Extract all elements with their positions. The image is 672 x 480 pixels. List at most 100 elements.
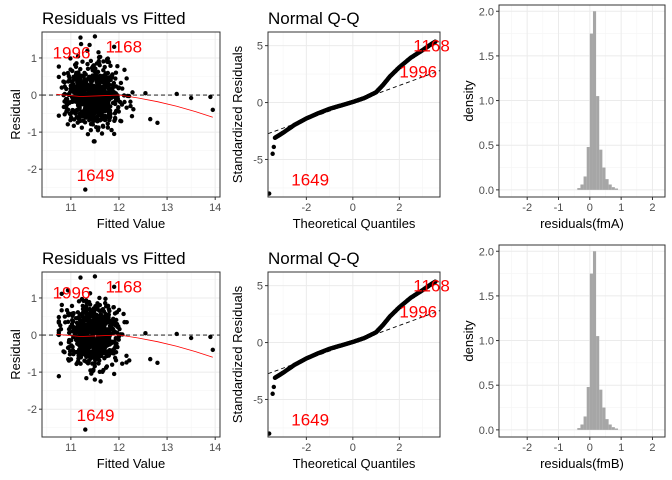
residual-point <box>92 357 98 363</box>
residual-point <box>58 341 64 346</box>
x-axis-label: Fitted Value <box>97 216 165 231</box>
y-tick-label: 5 <box>257 41 263 53</box>
x-tick-label: -1 <box>554 442 564 454</box>
residual-point <box>69 343 74 348</box>
x-tick-label: 0 <box>587 442 593 454</box>
y-tick-label: 0 <box>257 98 263 110</box>
y-tick-label: 1 <box>31 293 37 305</box>
histogram-bar <box>577 188 581 190</box>
residual-point <box>107 323 113 329</box>
y-tick-label: 0.0 <box>479 185 494 197</box>
residual-point <box>86 320 91 326</box>
residual-point <box>112 115 118 121</box>
plot-area <box>268 279 440 436</box>
x-tick-label: 12 <box>113 202 125 214</box>
residual-point <box>118 118 124 124</box>
residual-point <box>70 319 76 324</box>
residual-point <box>98 313 103 318</box>
residual-point <box>112 101 118 107</box>
residual-point <box>210 347 215 353</box>
residual-point <box>61 104 67 110</box>
residual-point <box>80 85 85 90</box>
residual-point <box>65 122 70 127</box>
x-tick-label: 0 <box>350 442 356 454</box>
residual-point <box>56 328 62 333</box>
residual-point <box>88 309 94 314</box>
residual-point <box>66 78 72 84</box>
panel-4: 1996 1168 1649 11 12 13 14 -2 -1 0 1 Fitted Value Re… <box>8 249 221 471</box>
grid <box>499 5 665 197</box>
grid <box>499 245 665 437</box>
residual-point <box>111 284 117 290</box>
residual-point <box>70 329 75 334</box>
residual-point <box>116 307 122 313</box>
residual-point <box>62 350 67 355</box>
x-tick-label: 14 <box>209 442 221 454</box>
residual-point <box>116 337 121 342</box>
residual-point <box>86 111 92 116</box>
residual-point <box>56 314 62 320</box>
x-axis-label: Fitted Value <box>97 456 165 471</box>
residual-point <box>76 97 82 103</box>
residual-point <box>85 48 90 54</box>
residual-point <box>155 120 160 126</box>
residual-point <box>111 304 116 310</box>
residual-point <box>119 102 125 107</box>
histogram-bar <box>605 179 609 190</box>
smooth-line <box>56 333 213 358</box>
y-axis-label: density <box>461 320 476 362</box>
panel-border <box>41 31 221 198</box>
residual-point <box>116 324 121 329</box>
residual-point <box>83 109 88 114</box>
residual-point <box>96 125 101 131</box>
residual-point <box>68 56 73 61</box>
residual-point <box>64 308 70 313</box>
residual-point <box>75 54 81 59</box>
y-axis-label: Standardized Residuals <box>230 45 245 183</box>
residual-point <box>96 107 102 113</box>
x-tick-label: 12 <box>113 442 125 454</box>
histogram-bar <box>592 11 597 190</box>
residual-point <box>108 63 113 69</box>
residual-point <box>107 308 112 314</box>
residual-point <box>128 99 133 104</box>
residual-point <box>188 335 194 341</box>
residual-point <box>107 88 112 93</box>
x-tick-label: 14 <box>209 202 221 214</box>
residual-point <box>59 308 64 313</box>
residual-point <box>91 118 96 123</box>
residual-point <box>124 76 129 81</box>
residual-point <box>95 307 101 312</box>
point-label-1168: 1168 <box>413 36 450 55</box>
residual-point <box>82 120 88 125</box>
residual-point <box>77 316 82 322</box>
residual-point <box>97 295 102 301</box>
histogram-bar <box>608 184 612 190</box>
histogram-bar <box>614 188 619 190</box>
y-tick-label: -2 <box>27 164 37 176</box>
x-tick-label: 2 <box>649 442 655 454</box>
residual-point <box>102 350 107 355</box>
residual-point <box>56 113 62 118</box>
residual-point <box>93 304 98 309</box>
point-label-1996: 1996 <box>53 44 91 63</box>
residual-point <box>59 302 65 308</box>
x-tick-label: 0 <box>350 202 356 214</box>
panel-border <box>267 271 441 438</box>
residual-point <box>80 310 86 316</box>
residual-point <box>64 100 69 106</box>
residual-point <box>130 90 135 95</box>
residual-point <box>79 327 84 332</box>
residual-point <box>92 274 98 279</box>
point-label-1168: 1168 <box>106 37 143 56</box>
residual-point <box>110 347 116 353</box>
residual-point <box>84 359 90 365</box>
residual-point <box>99 353 104 359</box>
panel-5: 1168 1996 1649 -2 0 2 -5 0 5 Theoretical Quantile… <box>230 249 450 471</box>
x-axis-label: Theoretical Quantiles <box>293 456 416 471</box>
residual-point <box>59 291 64 296</box>
residual-point <box>80 314 86 319</box>
residual-point <box>69 88 75 94</box>
histogram-bar <box>583 416 587 430</box>
residual-point <box>64 86 69 92</box>
